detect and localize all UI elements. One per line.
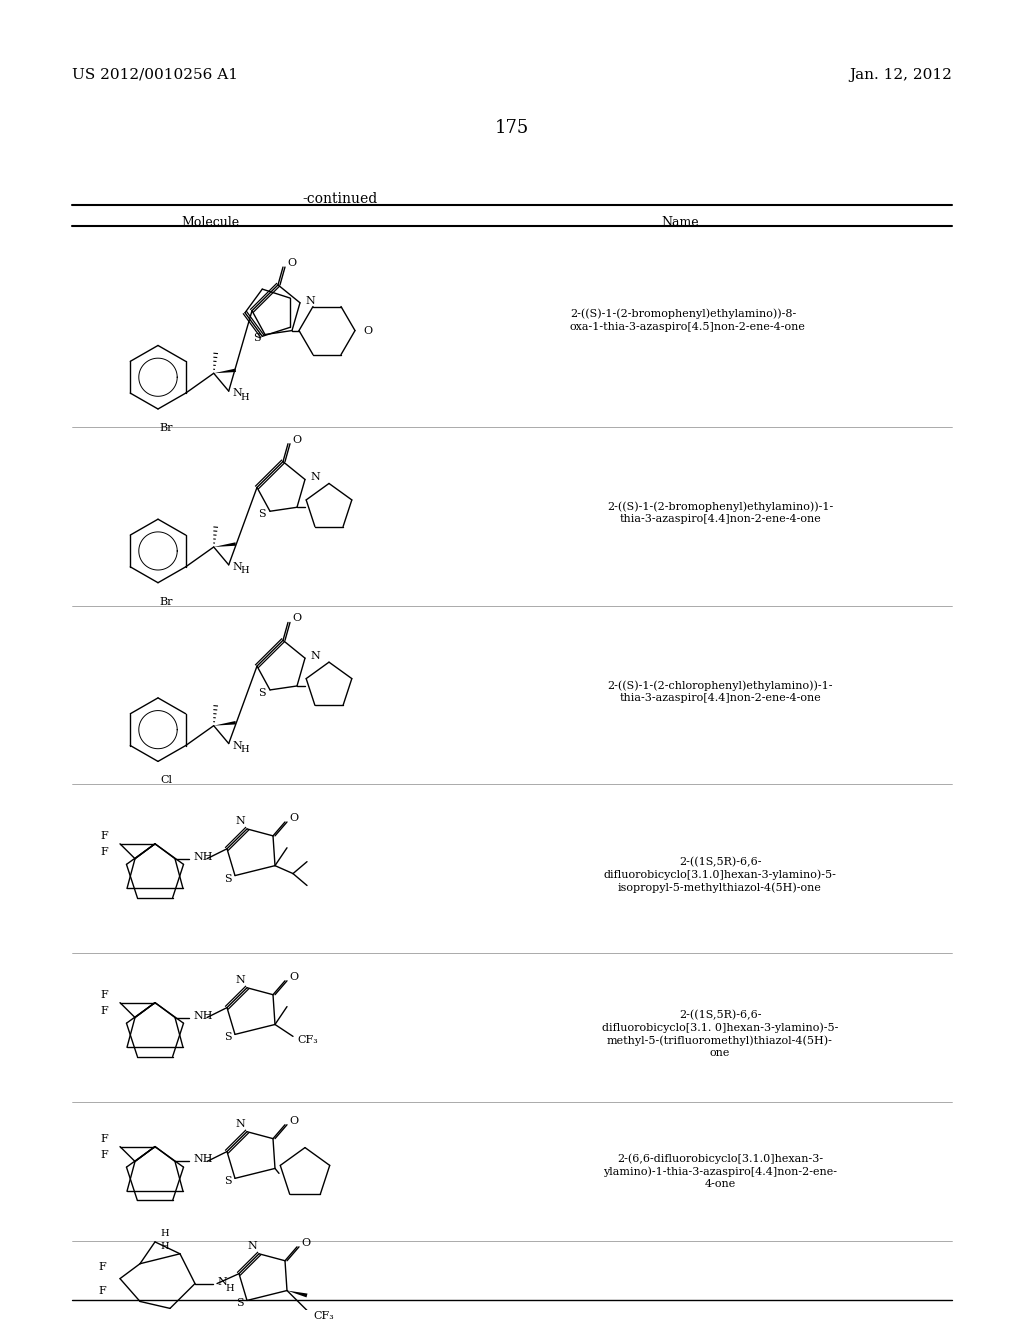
Text: N: N — [305, 296, 314, 306]
Text: F: F — [100, 1134, 108, 1143]
Text: difluorobicyclo[3.1.0]hexan-3-ylamino)-5-: difluorobicyclo[3.1.0]hexan-3-ylamino)-5… — [603, 870, 837, 880]
Text: N: N — [232, 388, 243, 399]
Text: H: H — [160, 1229, 169, 1238]
Text: Br: Br — [160, 422, 173, 433]
Text: N: N — [236, 974, 245, 985]
Text: N: N — [236, 1119, 245, 1129]
Text: thia-3-azaspiro[4.4]non-2-ene-4-one: thia-3-azaspiro[4.4]non-2-ene-4-one — [620, 515, 821, 524]
Text: oxa-1-thia-3-azaspiro[4.5]non-2-ene-4-one: oxa-1-thia-3-azaspiro[4.5]non-2-ene-4-on… — [570, 322, 806, 331]
Text: 175: 175 — [495, 119, 529, 137]
Text: Molecule: Molecule — [181, 216, 239, 230]
Text: -continued: -continued — [302, 191, 378, 206]
Text: 2-(6,6-difluorobicyclo[3.1.0]hexan-3-: 2-(6,6-difluorobicyclo[3.1.0]hexan-3- — [616, 1154, 823, 1164]
Text: CF₃: CF₃ — [297, 1035, 317, 1045]
Text: NH: NH — [193, 1011, 213, 1020]
Text: 2-((1S,5R)-6,6-: 2-((1S,5R)-6,6- — [679, 1010, 761, 1020]
Text: NH: NH — [193, 851, 213, 862]
Text: Br: Br — [160, 597, 173, 607]
Text: 4-one: 4-one — [705, 1179, 735, 1189]
Text: thia-3-azaspiro[4.4]non-2-ene-4-one: thia-3-azaspiro[4.4]non-2-ene-4-one — [620, 693, 821, 704]
Text: H: H — [241, 566, 249, 576]
Text: N: N — [217, 1276, 226, 1287]
Text: O: O — [292, 434, 301, 445]
Text: N: N — [310, 473, 319, 483]
Text: N: N — [310, 651, 319, 661]
Text: US 2012/0010256 A1: US 2012/0010256 A1 — [72, 67, 238, 82]
Text: H: H — [241, 392, 249, 401]
Text: 2-((S)-1-(2-bromophenyl)ethylamino))-8-: 2-((S)-1-(2-bromophenyl)ethylamino))-8- — [570, 309, 797, 319]
Text: H: H — [241, 744, 249, 754]
Text: 2-((S)-1-(2-bromophenyl)ethylamino))-1-: 2-((S)-1-(2-bromophenyl)ethylamino))-1- — [607, 502, 834, 512]
Text: methyl-5-(trifluoromethyl)thiazol-4(5H)-: methyl-5-(trifluoromethyl)thiazol-4(5H)- — [607, 1035, 833, 1045]
Text: ylamino)-1-thia-3-azaspiro[4.4]non-2-ene-: ylamino)-1-thia-3-azaspiro[4.4]non-2-ene… — [603, 1167, 837, 1177]
Text: S: S — [224, 1032, 232, 1043]
Text: S: S — [253, 333, 261, 342]
Text: N: N — [236, 816, 245, 826]
Text: O: O — [289, 813, 298, 822]
Text: F: F — [100, 1006, 108, 1015]
Text: F: F — [100, 846, 108, 857]
Text: O: O — [287, 259, 296, 268]
Text: O: O — [362, 326, 372, 335]
Text: F: F — [100, 990, 108, 999]
Text: Name: Name — [662, 216, 698, 230]
Text: O: O — [292, 614, 301, 623]
Text: Jan. 12, 2012: Jan. 12, 2012 — [849, 67, 952, 82]
Text: F: F — [98, 1262, 105, 1271]
Text: CF₃: CF₃ — [313, 1311, 334, 1320]
Text: difluorobicyclo[3.1. 0]hexan-3-ylamino)-5-: difluorobicyclo[3.1. 0]hexan-3-ylamino)-… — [602, 1023, 839, 1034]
Polygon shape — [287, 1291, 307, 1298]
Text: N: N — [247, 1241, 257, 1251]
Text: H: H — [225, 1284, 233, 1294]
Text: one: one — [710, 1048, 730, 1059]
Text: S: S — [258, 510, 266, 519]
Text: NH: NH — [193, 1155, 213, 1164]
Text: F: F — [100, 1150, 108, 1159]
Text: S: S — [224, 1176, 232, 1187]
Text: isopropyl-5-methylthiazol-4(5H)-one: isopropyl-5-methylthiazol-4(5H)-one — [618, 883, 822, 894]
Text: S: S — [224, 874, 232, 883]
Text: 2-((S)-1-(2-chlorophenyl)ethylamino))-1-: 2-((S)-1-(2-chlorophenyl)ethylamino))-1- — [607, 680, 833, 690]
Text: O: O — [301, 1238, 310, 1247]
Polygon shape — [214, 368, 236, 374]
Text: N: N — [232, 562, 243, 572]
Text: F: F — [98, 1286, 105, 1295]
Text: Cl: Cl — [160, 775, 172, 785]
Text: O: O — [289, 1115, 298, 1126]
Text: F: F — [100, 830, 108, 841]
Text: O: O — [289, 972, 298, 982]
Polygon shape — [214, 721, 236, 726]
Text: H: H — [160, 1242, 169, 1251]
Text: S: S — [237, 1299, 244, 1308]
Text: 2-((1S,5R)-6,6-: 2-((1S,5R)-6,6- — [679, 857, 761, 867]
Text: S: S — [258, 688, 266, 698]
Text: N: N — [232, 741, 243, 751]
Polygon shape — [214, 543, 236, 546]
